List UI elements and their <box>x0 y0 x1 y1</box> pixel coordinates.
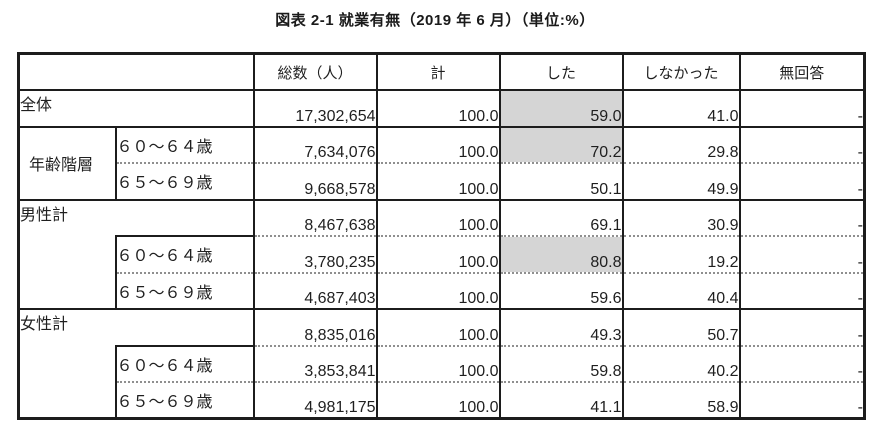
group-label-age: 年齢階層 <box>18 126 117 201</box>
row-age-65-69: ６５～６９歳 9,668,578 100.0 50.1 49.9 - <box>19 163 865 201</box>
cell-kei: 100.0 <box>376 90 501 128</box>
header-mukaitou: 無回答 <box>739 53 865 91</box>
cell-kei: 100.0 <box>376 236 501 274</box>
cell-mukaitou: - <box>739 309 865 347</box>
row-label: 全体 <box>18 90 255 128</box>
cell-sosu: 7,634,076 <box>253 126 378 164</box>
cell-shita-highlighted: 80.8 <box>499 236 624 274</box>
cell-sosu: 3,853,841 <box>253 345 378 383</box>
cell-shinakatta: 49.9 <box>622 163 741 201</box>
cell-kei: 100.0 <box>376 345 501 383</box>
header-total-persons: 総数（人） <box>253 53 378 91</box>
cell-sosu: 4,687,403 <box>253 272 378 310</box>
cell-shita: 41.1 <box>499 382 624 419</box>
row-female-total: 女性計 8,835,016 100.0 49.3 50.7 - <box>18 309 865 347</box>
cell-kei: 100.0 <box>376 199 501 237</box>
cell-sosu: 4,981,175 <box>253 382 378 419</box>
cell-kei: 100.0 <box>376 163 501 201</box>
cell-mukaitou: - <box>739 236 865 274</box>
cell-mukaitou: - <box>739 126 865 164</box>
row-zentai: 全体 17,302,654 100.0 59.0 41.0 - <box>18 90 865 128</box>
employment-status-table: 総数（人） 計 した しなかった 無回答 全体 17,302,654 100.0… <box>17 52 866 420</box>
row-label: ６５～６９歳 <box>115 163 255 201</box>
cell-mukaitou: - <box>739 199 865 237</box>
male-indent-spacer-cell <box>18 236 117 310</box>
header-shinakatta: しなかった <box>622 53 741 91</box>
row-label: 女性計 <box>18 309 255 346</box>
figure-title: 図表 2-1 就業有無（2019 年 6 月）（単位:%） <box>275 12 595 29</box>
cell-sosu: 8,835,016 <box>253 309 378 347</box>
female-indent-spacer-cell <box>18 345 117 419</box>
cell-mukaitou: - <box>739 345 865 383</box>
row-male-60-64: ６０～６４歳 3,780,235 100.0 80.8 19.2 - <box>18 235 865 310</box>
cell-sosu: 8,467,638 <box>253 199 378 237</box>
cell-shinakatta: 29.8 <box>622 126 741 164</box>
row-label: ６５～６９歳 <box>115 272 255 310</box>
row-age-60-64: 年齢階層 ６０～６４歳 7,634,076 100.0 70.2 29.8 - <box>18 126 865 201</box>
row-male-total: 男性計 8,467,638 100.0 69.1 30.9 - <box>18 199 865 237</box>
cell-shinakatta: 50.7 <box>622 309 741 347</box>
cell-shita: 50.1 <box>499 163 624 201</box>
header-row: 総数（人） 計 した しなかった 無回答 <box>18 53 865 91</box>
header-kei: 計 <box>376 53 501 91</box>
cell-shinakatta: 58.9 <box>622 382 741 419</box>
cell-kei: 100.0 <box>376 126 501 164</box>
cell-shinakatta: 40.2 <box>622 345 741 383</box>
cell-shita: 59.8 <box>499 345 624 383</box>
cell-kei: 100.0 <box>376 272 501 310</box>
row-label: ６０～６４歳 <box>115 344 255 383</box>
row-label: ６０～６４歳 <box>115 235 255 274</box>
cell-sosu: 17,302,654 <box>253 90 378 128</box>
cell-shita: 59.6 <box>499 272 624 310</box>
cell-shinakatta: 40.4 <box>622 272 741 310</box>
cell-kei: 100.0 <box>376 382 501 419</box>
row-label: 男性計 <box>18 199 255 236</box>
cell-shita-highlighted: 59.0 <box>499 90 624 128</box>
cell-shinakatta: 19.2 <box>622 236 741 274</box>
row-label: ６０～６４歳 <box>115 126 255 164</box>
cell-mukaitou: - <box>739 272 865 310</box>
cell-kei: 100.0 <box>376 309 501 347</box>
row-label: ６５～６９歳 <box>115 382 255 419</box>
cell-shita: 69.1 <box>499 199 624 237</box>
cell-shinakatta: 30.9 <box>622 199 741 237</box>
header-blank-cell <box>18 53 255 91</box>
cell-sosu: 3,780,235 <box>253 236 378 274</box>
row-male-65-69: ６５～６９歳 4,687,403 100.0 59.6 40.4 - <box>19 272 865 310</box>
cell-mukaitou: - <box>739 163 865 201</box>
cell-shita: 49.3 <box>499 309 624 347</box>
cell-sosu: 9,668,578 <box>253 163 378 201</box>
cell-mukaitou: - <box>857 399 863 416</box>
row-female-60-64: ６０～６４歳 3,853,841 100.0 59.8 40.2 - <box>18 344 865 419</box>
cell-shinakatta: 41.0 <box>622 90 741 128</box>
header-shita: した <box>499 53 624 91</box>
cell-shita-highlighted: 70.2 <box>499 126 624 164</box>
cell-mukaitou: - <box>739 90 865 128</box>
row-female-65-69: ６５～６９歳 4,981,175 100.0 41.1 58.9 - <box>19 382 865 419</box>
